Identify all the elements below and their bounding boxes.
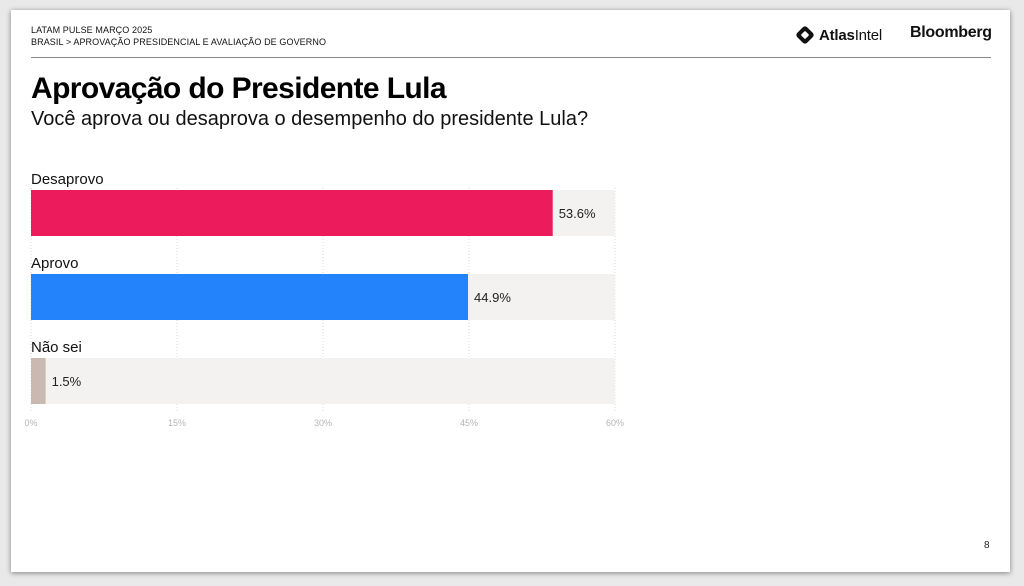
x-tick-label: 0% <box>24 418 37 428</box>
x-tick-label: 30% <box>314 418 332 428</box>
bar-track <box>31 358 615 404</box>
header-divider <box>31 57 991 58</box>
data-label: 44.9% <box>474 290 511 305</box>
approval-bar-chart: Desaprovo 53.6% Aprovo 44.9% Não sei 1.5% 0% 15… <box>24 171 624 428</box>
x-tick-label: 45% <box>460 418 478 428</box>
logo-intel-text: Intel <box>854 26 883 44</box>
bar <box>31 274 469 320</box>
category-label: Desaprovo <box>31 171 104 188</box>
page-title: Aprovação do Presidente Lula <box>31 72 447 105</box>
logo-atlas-text: Atlas <box>819 26 855 44</box>
bar <box>31 358 46 404</box>
data-label: 53.6% <box>559 206 596 221</box>
page-number: 8 <box>984 540 990 551</box>
atlasintel-diamond-icon <box>796 26 814 44</box>
data-label: 1.5% <box>52 374 82 389</box>
bar <box>31 190 553 236</box>
x-tick-label: 60% <box>606 418 624 428</box>
category-label: Não sei <box>31 339 82 356</box>
category-label: Aprovo <box>31 255 79 272</box>
breadcrumb: BRASIL > APROVAÇÃO PRESIDENCIAL E AVALIA… <box>31 37 327 47</box>
slide: LATAM PULSE MARÇO 2025 BRASIL > APROVAÇÃ… <box>11 10 1010 572</box>
page-subtitle: Você aprova ou desaprova o desempenho do… <box>31 108 589 130</box>
atlasintel-logo: AtlasIntel <box>795 24 882 46</box>
survey-name: LATAM PULSE MARÇO 2025 <box>31 25 153 35</box>
bloomberg-logo: Bloomberg <box>910 24 992 41</box>
x-tick-label: 15% <box>168 418 186 428</box>
